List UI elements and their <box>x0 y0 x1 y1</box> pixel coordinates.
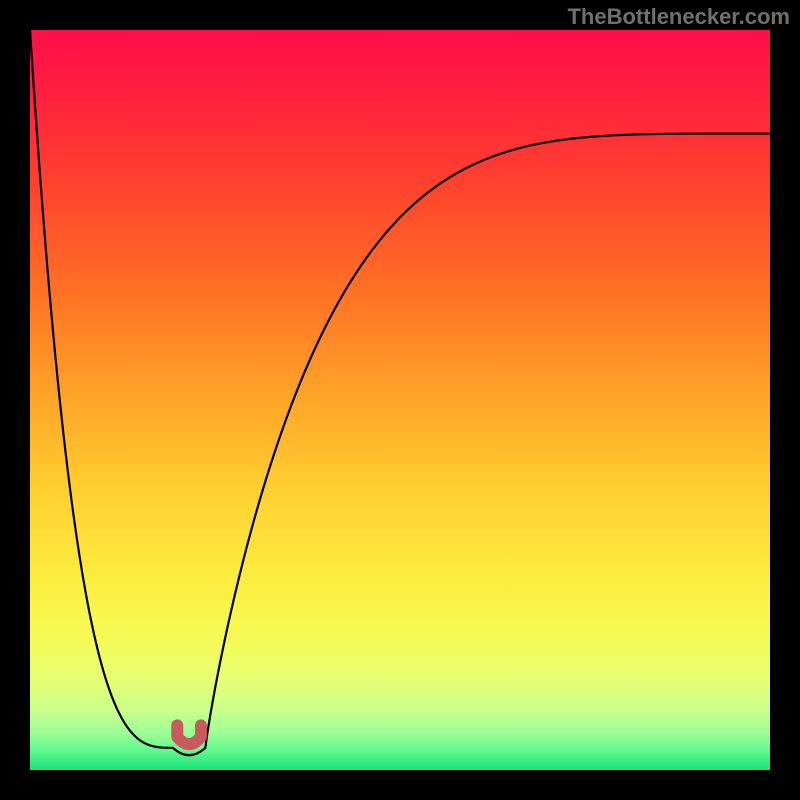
heat-gradient-panel <box>30 30 770 770</box>
bottleneck-chart <box>0 0 800 800</box>
chart-canvas: TheBottlenecker.com <box>0 0 800 800</box>
watermark-text: TheBottlenecker.com <box>567 4 790 30</box>
